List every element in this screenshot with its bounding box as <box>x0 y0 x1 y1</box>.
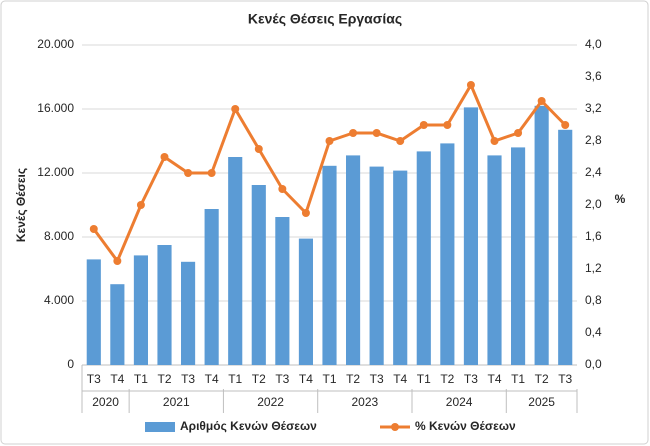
x-tick-label: T1 <box>322 372 336 386</box>
line-point <box>89 225 98 233</box>
x-tick-label: T3 <box>87 372 101 386</box>
y-tick-label: 0 <box>67 357 74 371</box>
group-label: 2023 <box>352 395 379 409</box>
x-tick-label: T2 <box>252 372 266 386</box>
y2-tick-label: 3,2 <box>585 101 602 115</box>
bar <box>558 129 573 365</box>
group-label: 2025 <box>528 395 555 409</box>
bar <box>181 261 196 365</box>
line-point <box>514 129 523 137</box>
line-point <box>325 137 334 145</box>
bar <box>298 238 313 365</box>
line-point <box>561 121 570 129</box>
y-tick-label: 16.000 <box>37 101 74 115</box>
bar <box>204 209 219 365</box>
line-point <box>466 81 475 89</box>
group-label: 2020 <box>92 395 119 409</box>
bar <box>275 217 290 365</box>
chart-title: Κενές Θέσεις Εργασίας <box>248 11 402 27</box>
y2-tick-label: 0,0 <box>585 357 602 371</box>
legend-label: Αριθμός Κενών Θέσεων <box>180 419 317 433</box>
line-point <box>254 145 263 153</box>
x-tick-label: T4 <box>487 372 501 386</box>
x-tick-label: T2 <box>440 372 454 386</box>
y-axis-label: Κενές Θέσεις <box>14 168 28 242</box>
bar <box>440 143 455 365</box>
y-tick-label: 4.000 <box>44 293 74 307</box>
x-tick-label: T4 <box>299 372 313 386</box>
x-tick-label: T1 <box>134 372 148 386</box>
line-point <box>372 129 381 137</box>
group-label: 2024 <box>446 395 473 409</box>
y-tick-label: 8.000 <box>44 229 74 243</box>
line-point <box>113 257 122 265</box>
x-tick-label: T2 <box>535 372 549 386</box>
bar <box>369 166 384 365</box>
bar <box>393 170 408 365</box>
y2-tick-label: 2,8 <box>585 133 602 147</box>
bar <box>157 245 172 365</box>
line-point <box>184 169 193 177</box>
line-point <box>349 129 358 137</box>
y2-tick-label: 3,6 <box>585 69 602 83</box>
bar <box>110 284 125 365</box>
legend-swatch <box>145 422 175 432</box>
x-tick-label: T2 <box>157 372 171 386</box>
line-point <box>231 105 240 113</box>
group-label: 2021 <box>163 395 190 409</box>
y2-tick-label: 1,2 <box>585 261 602 275</box>
y2-tick-label: 0,8 <box>585 293 602 307</box>
y2-tick-label: 0,4 <box>585 325 602 339</box>
group-label: 2022 <box>257 395 284 409</box>
bar <box>322 165 337 365</box>
bar <box>511 147 526 365</box>
y-tick-label: 12.000 <box>37 165 74 179</box>
legend-label: % Κενών Θέσεων <box>415 419 516 433</box>
bar <box>228 157 243 365</box>
x-tick-label: T1 <box>417 372 431 386</box>
bar <box>133 255 148 365</box>
line-point <box>490 137 499 145</box>
x-tick-label: T4 <box>205 372 219 386</box>
x-tick-label: T1 <box>228 372 242 386</box>
line-point <box>419 121 428 129</box>
line-point <box>278 185 287 193</box>
line-point <box>396 137 405 145</box>
line-point <box>160 153 169 161</box>
bar <box>251 185 266 365</box>
x-tick-label: T4 <box>393 372 407 386</box>
x-tick-label: T3 <box>181 372 195 386</box>
line-point <box>301 209 310 217</box>
x-tick-label: T2 <box>346 372 360 386</box>
x-tick-label: T3 <box>558 372 572 386</box>
y2-axis-label: % <box>615 192 626 206</box>
line-point <box>537 97 546 105</box>
x-tick-label: T3 <box>275 372 289 386</box>
x-tick-label: T3 <box>464 372 478 386</box>
y2-tick-label: 1,6 <box>585 229 602 243</box>
bar <box>487 155 502 365</box>
bar <box>463 107 478 366</box>
x-tick-label: T3 <box>370 372 384 386</box>
line-point <box>443 121 452 129</box>
y2-tick-label: 2,4 <box>585 165 602 179</box>
bar <box>534 105 549 366</box>
legend-swatch <box>391 423 399 431</box>
x-tick-label: T1 <box>511 372 525 386</box>
y2-tick-label: 4,0 <box>585 37 602 51</box>
line-point <box>207 169 216 177</box>
bar <box>416 151 431 365</box>
y-tick-label: 20.000 <box>37 37 74 51</box>
bar <box>346 155 361 365</box>
bar <box>86 259 101 365</box>
line-point <box>136 201 145 209</box>
y2-tick-label: 2,0 <box>585 197 602 211</box>
x-tick-label: T4 <box>110 372 124 386</box>
